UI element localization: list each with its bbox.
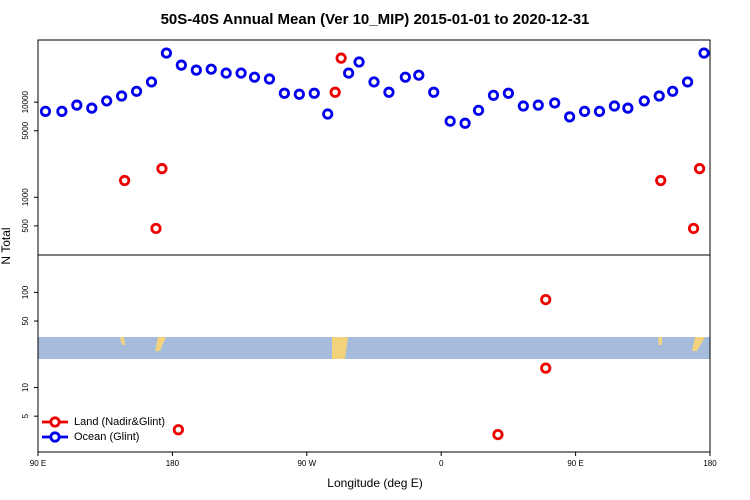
point (263, 73, 276, 85)
y-tick-label: 1000 (21, 188, 30, 206)
point (116, 90, 128, 102)
point (160, 47, 173, 59)
point (56, 105, 68, 117)
x-axis-label: Longitude (deg E) (327, 476, 422, 490)
x-tick-label: 180 (166, 459, 180, 468)
point (101, 95, 113, 107)
point (472, 104, 485, 116)
x-tick-label: 90 W (297, 459, 316, 468)
y-tick-label: 50 (21, 316, 30, 325)
point (492, 428, 504, 441)
y-tick-label: 5000 (21, 121, 30, 139)
point (71, 99, 83, 111)
point (687, 222, 700, 235)
point (413, 69, 425, 81)
x-tick-label: 90 E (30, 459, 46, 468)
point (549, 97, 561, 109)
point (444, 115, 456, 127)
point (681, 76, 694, 88)
point (150, 222, 162, 235)
y-tick-label: 100 (21, 285, 30, 299)
x-tick-label: 90 E (567, 459, 583, 468)
x-tick-label: 180 (703, 459, 717, 468)
point (399, 71, 411, 83)
point (175, 59, 187, 71)
point (532, 99, 544, 111)
point (353, 56, 365, 68)
point (653, 90, 665, 102)
point (220, 67, 232, 79)
y-tick-label: 5 (21, 413, 30, 418)
point (172, 424, 184, 436)
point (278, 87, 290, 99)
y-axis-label: N Total (0, 227, 13, 264)
point (578, 105, 591, 117)
point (593, 105, 606, 117)
point (698, 47, 710, 59)
point (517, 100, 529, 112)
y-tick-label: 500 (21, 219, 30, 233)
legend-label: Land (Nadir&Glint) (74, 416, 165, 428)
point (608, 100, 621, 112)
point (145, 76, 158, 88)
y-tick-label: 10 (21, 383, 30, 392)
point (487, 89, 500, 101)
point (308, 87, 320, 99)
point (368, 76, 380, 88)
point (622, 102, 634, 114)
point (130, 85, 143, 97)
point (86, 102, 98, 114)
point (119, 174, 131, 187)
y-tick-label: 10000 (21, 90, 30, 113)
point (655, 174, 667, 187)
point (248, 71, 261, 83)
point (459, 117, 471, 129)
point (235, 67, 247, 79)
point (502, 87, 514, 99)
point (638, 95, 650, 107)
point (39, 105, 52, 117)
point (156, 163, 168, 175)
point (693, 163, 706, 175)
point (540, 293, 552, 306)
point (540, 362, 552, 374)
legend-marker (49, 431, 61, 443)
map-strip (38, 337, 710, 359)
plot-frame (37, 39, 711, 453)
legend-label: Ocean (Glint) (74, 431, 139, 443)
chart-title: 50S-40S Annual Mean (Ver 10_MIP) 2015-01… (161, 11, 590, 28)
point (428, 86, 440, 98)
point (564, 111, 576, 123)
point (293, 88, 305, 100)
point (322, 108, 334, 120)
point (329, 86, 341, 98)
point (205, 63, 217, 75)
point (343, 67, 355, 79)
point (335, 52, 347, 64)
legend-marker (49, 416, 61, 428)
point (667, 85, 679, 97)
point (383, 86, 395, 98)
point (190, 64, 202, 76)
x-tick-label: 0 (439, 459, 444, 468)
